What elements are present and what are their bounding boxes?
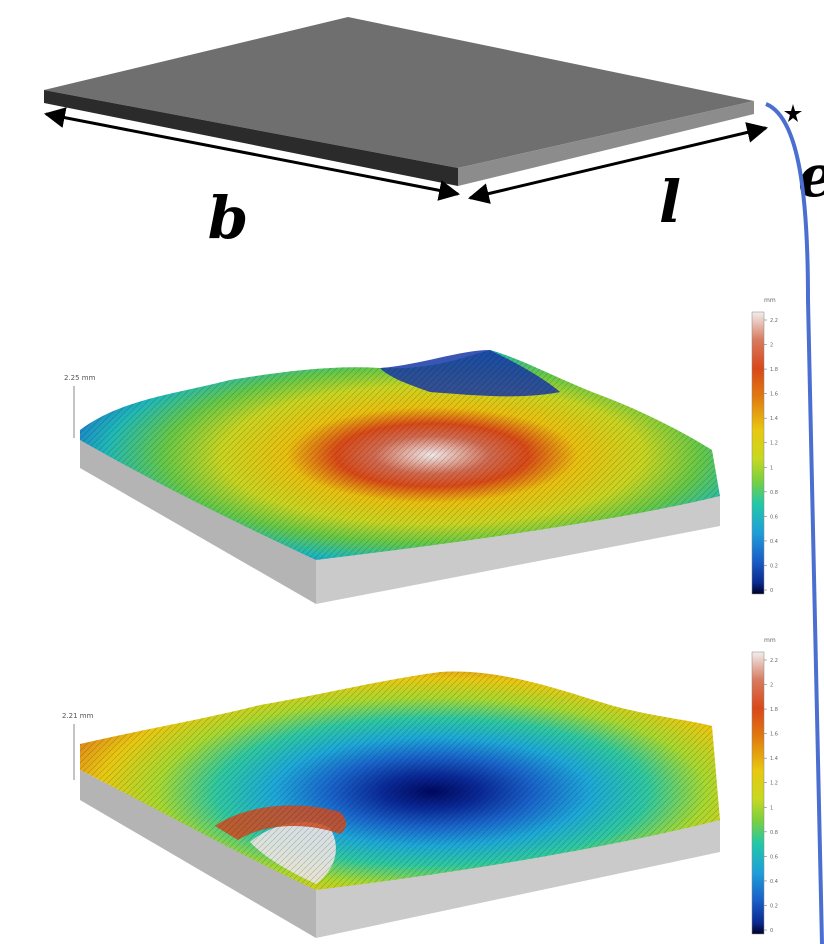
surface-top-colorbar — [751, 311, 765, 595]
surface-bottom-base-front — [80, 770, 316, 938]
surface-top-colorbar-tick-label: 0.4 — [770, 539, 778, 545]
surface-bottom-colorbar-tick-label: 1.2 — [770, 781, 778, 787]
surface-bottom-colorbar-tick-label: 2 — [770, 683, 773, 689]
surface-bottom-colorbar — [751, 651, 765, 935]
surface-bottom-colorbar-tick-label: 0.4 — [770, 879, 778, 885]
surface-top-texture — [80, 350, 720, 560]
surface-bottom-texture — [80, 671, 720, 890]
surface-top-colorbar-tick-label: 1.8 — [770, 367, 778, 373]
surface-top-colorbar-tick-label: 0.8 — [770, 490, 778, 496]
deflection-curve — [765, 102, 824, 944]
surface-bottom-colorbar-ticks: 2.2 2 1.8 1.6 1.4 1.2 1 0.8 0.6 0.4 0.2 0 — [764, 658, 778, 934]
width-dimension-arrow — [43, 107, 461, 201]
surface-bottom-colorbar-tick-label: 1 — [770, 805, 773, 811]
thickness-marker-star — [784, 104, 802, 122]
surface-top-colorbar-tick-label: 1.6 — [770, 392, 778, 398]
surface-top-height-label: 2.25 mm — [64, 374, 96, 382]
surface-plot-top: 2.25 mm mm 2.2 2 1.8 1.6 1.4 1.2 1 0.8 0.6 0.4 0.2… — [64, 297, 778, 604]
surface-top-colorbar-tick-label: 2 — [770, 343, 773, 349]
surface-bottom-colorbar-unit: mm — [764, 637, 776, 644]
surface-bottom-colorbar-tick-label: 1.8 — [770, 707, 778, 713]
surface-bottom-colorbar-tick-label: 0.2 — [770, 903, 778, 909]
surface-bottom-colorbar-tick-label: 2.2 — [770, 658, 778, 664]
width-label: b — [208, 184, 249, 252]
surface-top-colorbar-tick-label: 0 — [770, 588, 773, 594]
plate-top-face — [44, 17, 754, 168]
surface-bottom-colorbar-tick-label: 1.6 — [770, 732, 778, 738]
surface-plot-bottom: 2.21 mm mm 2.2 2 1.8 1.6 1.4 1.2 1 0.8 0.6 0.4 0.2… — [62, 637, 778, 938]
surface-top-colorbar-ticks: 2.2 2 1.8 1.6 1.4 1.2 1 0.8 0.6 0.4 0.2 0 — [764, 318, 778, 594]
surface-top-colorbar-tick-label: 1.2 — [770, 441, 778, 447]
surface-bottom-base-side — [316, 820, 720, 938]
plate-3d — [44, 17, 754, 186]
surface-top-colorbar-tick-label: 0.2 — [770, 563, 778, 569]
surface-bottom-colorbar-tick-label: 0.6 — [770, 854, 778, 860]
surface-top-base-front — [80, 440, 316, 604]
surface-top-colorbar-unit: mm — [764, 297, 776, 304]
surface-bottom-colorbar-tick-label: 1.4 — [770, 756, 778, 762]
surface-bottom-colorbar-tick-label: 0 — [770, 928, 773, 934]
surface-top-colorbar-tick-label: 1.4 — [770, 416, 778, 422]
surface-top-colorbar-tick-label: 1 — [770, 465, 773, 471]
length-label: l — [659, 168, 681, 236]
surface-top-base-side — [316, 496, 720, 604]
length-dimension-arrow — [467, 122, 769, 204]
surface-top-colorbar-tick-label: 0.6 — [770, 514, 778, 520]
surface-bottom-height-label: 2.21 mm — [62, 712, 94, 720]
surface-top-colorbar-tick-label: 2.2 — [770, 318, 778, 324]
surface-bottom-colorbar-tick-label: 0.8 — [770, 830, 778, 836]
